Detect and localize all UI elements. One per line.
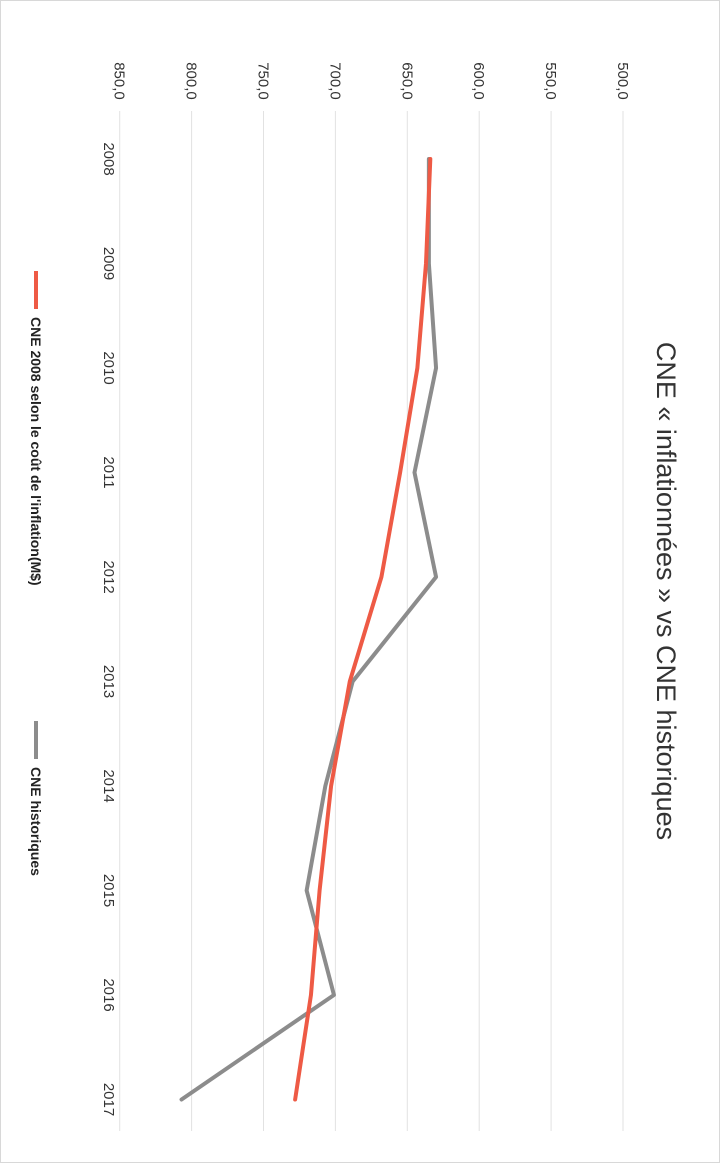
legend-label: CNE historiques [28,767,44,876]
x-tick-label: 2010 [100,351,117,384]
x-tick-labels: 2008 2009 2010 2011 2012 2013 2014 2015 2016 2017 [100,142,117,1116]
x-tick-label: 2011 [100,456,117,488]
y-tick-label: 700,0 [326,62,343,100]
y-tick-label: 550,0 [542,62,559,100]
series-lines [179,157,439,1102]
x-tick-label: 2013 [100,665,117,698]
x-tick-label: 2016 [100,978,117,1011]
x-tick-label: 2012 [100,560,117,593]
chart-title: CNE « inflationnées » vs CNE historiques [651,342,681,840]
x-tick-label: 2009 [100,247,117,280]
y-tick-label: 500,0 [614,62,631,100]
series-line [293,157,433,1102]
legend: CNE 2008 selon le coût de l'inflation(M$… [28,271,44,876]
gridlines [119,111,624,1131]
series-line [179,157,439,1102]
x-tick-label: 2014 [100,769,117,802]
y-tick-label: 800,0 [183,62,200,100]
y-tick-label: 650,0 [398,62,415,100]
x-tick-label: 2015 [100,874,117,907]
y-tick-label: 850,0 [111,62,128,100]
y-tick-labels: 500,0 550,0 600,0 650,0 700,0 750,0 800,0 850,0 [111,62,631,100]
x-tick-label: 2017 [100,1083,117,1116]
y-tick-label: 600,0 [470,62,487,100]
legend-label: CNE 2008 selon le coût de l'inflation(M$… [28,317,44,586]
y-tick-label: 750,0 [255,62,272,100]
x-tick-label: 2008 [100,142,117,175]
